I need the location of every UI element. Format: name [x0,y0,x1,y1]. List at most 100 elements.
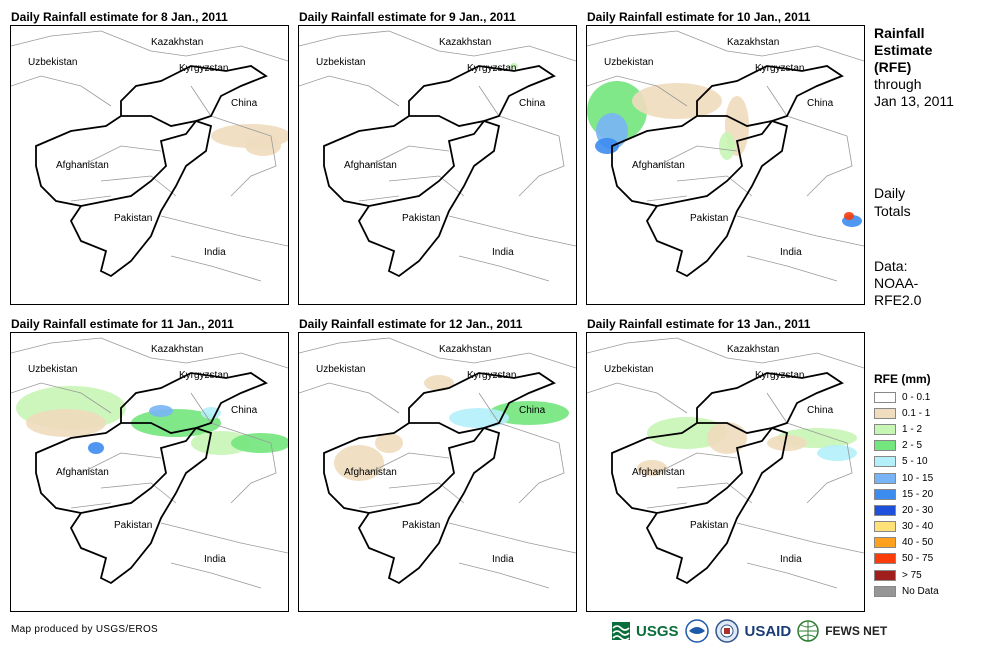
country-label-china: China [519,405,546,416]
legend-label: 40 - 50 [902,537,934,549]
country-outlines [611,372,844,585]
legend-label: 20 - 30 [902,504,934,516]
legend-item: 5 - 10 [874,454,939,470]
fews-net-logo: FEWS NET [825,624,888,638]
country-label-china: China [519,98,546,109]
map-panel-6: Kazakhstan Uzbekistan Kyrgyzstan China Afgha… [586,332,865,612]
rainfall-area [767,435,807,451]
side-data-source: Data: NOAA- RFE2.0 [874,258,921,309]
legend-item: 10 - 15 [874,470,939,486]
side-title-line-3: (RFE) [874,59,912,75]
admin-boundaries [587,30,864,282]
rainfall-area [191,431,251,455]
legend-swatch [874,504,896,516]
rainfall-area [489,401,569,425]
side-title-line-1: Rainfall [874,25,925,41]
panel-title-3: Daily Rainfall estimate for 10 Jan., 201… [587,10,811,24]
country-label-afghanistan: Afghanistan [56,160,109,171]
country-label-pakistan: Pakistan [690,213,728,224]
legend-item: > 75 [874,567,939,583]
legend-item: 30 - 40 [874,519,939,535]
rainfall-area [719,132,735,160]
country-label-kyrgyzstan: Kyrgyzstan [179,63,228,74]
usaid-logo: USAID [744,622,792,640]
legend-label: 1 - 2 [902,423,923,435]
map-svg: Kazakhstan Uzbekistan Kyrgyzstan China Afgha… [299,30,576,282]
rainfall-area [131,409,221,437]
country-label-uzbekistan: Uzbekistan [604,57,653,68]
rainfall-area [510,63,518,69]
rainfall-area [647,417,727,449]
country-label-afghanistan: Afghanistan [56,467,109,478]
legend-swatch [874,537,896,549]
map-svg: Kazakhstan Uzbekistan Kyrgyzstan China Afgha… [299,337,576,589]
legend-label: 2 - 5 [902,440,923,452]
country-label-uzbekistan: Uzbekistan [316,364,365,375]
rainfall-area [149,405,173,417]
country-label-kazakhstan: Kazakhstan [439,344,491,355]
noaa-emblem-icon [684,619,709,643]
legend-swatch [874,391,896,403]
side-daily-line-1: Daily [874,185,906,201]
country-label-china: China [231,405,258,416]
legend-swatch [874,472,896,484]
country-label-india: India [492,554,514,565]
legend-swatch [874,423,896,435]
legend-swatch [874,440,896,452]
globe-icon [797,620,819,642]
country-label-china: China [231,98,258,109]
country-label-kyrgyzstan: Kyrgyzstan [755,370,804,381]
panel-title-2: Daily Rainfall estimate for 9 Jan., 2011 [299,10,516,24]
legend-label: 0.1 - 1 [902,407,931,419]
admin-boundaries [11,30,288,282]
panel-title-4: Daily Rainfall estimate for 11 Jan., 201… [11,317,234,331]
side-data-line-3: RFE2.0 [874,292,922,308]
country-label-india: India [780,554,802,565]
legend-label: 5 - 10 [902,456,928,468]
side-data-line-2: NOAA- [874,275,919,291]
country-label-pakistan: Pakistan [690,520,728,531]
side-title: Rainfall Estimate (RFE) through Jan 13, … [874,25,954,110]
legend-swatch [874,569,896,581]
legend-swatch [874,553,896,565]
country-label-uzbekistan: Uzbekistan [604,364,653,375]
side-data-line-1: Data: [874,258,908,274]
admin-boundaries [587,337,864,589]
map-svg: Kazakhstan Uzbekistan Kyrgyzstan China Afgha… [587,30,864,282]
logo-strip: USGS USAID FEWS NET [612,616,887,646]
country-label-pakistan: Pakistan [402,213,440,224]
legend-swatch [874,407,896,419]
side-daily-line-2: Totals [874,203,911,219]
side-title-line-2: Estimate [874,42,933,58]
rainfall-area [817,445,857,461]
rainfall-area [449,408,509,428]
country-label-kyrgyzstan: Kyrgyzstan [467,370,516,381]
country-label-kyrgyzstan: Kyrgyzstan [467,63,516,74]
legend-label: 15 - 20 [902,488,934,500]
rainfall-area [595,138,619,154]
rainfall-area [245,136,281,156]
legend-item: 0 - 0.1 [874,389,939,405]
legend-label: 30 - 40 [902,521,934,533]
country-label-afghanistan: Afghanistan [344,160,397,171]
country-outlines [323,65,556,278]
map-svg: Kazakhstan Uzbekistan Kyrgyzstan China Afgha… [11,337,288,589]
panel-title-5: Daily Rainfall estimate for 12 Jan., 201… [299,317,523,331]
map-svg: Kazakhstan Uzbekistan Kyrgyzstan China Afgha… [587,337,864,589]
country-label-india: India [204,554,226,565]
map-svg: Kazakhstan Uzbekistan Kyrgyzstan China Afgha… [11,30,288,282]
legend-item: 20 - 30 [874,502,939,518]
side-through-label: through [874,76,922,92]
country-label-pakistan: Pakistan [114,213,152,224]
panel-title-1: Daily Rainfall estimate for 8 Jan., 2011 [11,10,228,24]
legend-label: No Data [902,585,939,597]
country-outlines [323,372,556,585]
country-label-afghanistan: Afghanistan [344,467,397,478]
legend-item: 15 - 20 [874,486,939,502]
country-label-pakistan: Pakistan [402,520,440,531]
legend-swatch [874,488,896,500]
legend-swatch [874,521,896,533]
legend-label: > 75 [902,569,922,581]
country-label-china: China [807,98,834,109]
legend-label: 0 - 0.1 [902,391,931,403]
